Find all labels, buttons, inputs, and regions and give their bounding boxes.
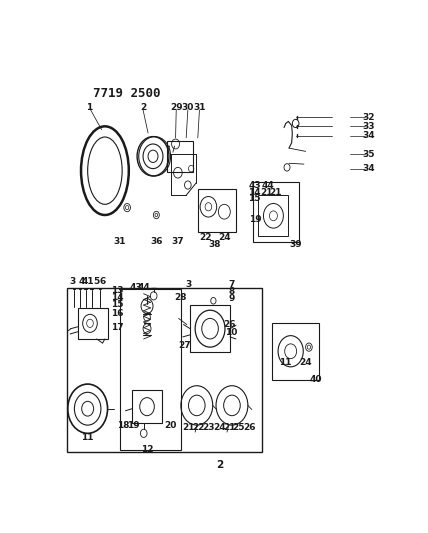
Text: 10: 10 — [225, 328, 237, 337]
Text: 17: 17 — [111, 323, 124, 332]
Text: 22: 22 — [193, 423, 205, 432]
Bar — [78, 308, 108, 339]
Text: 37: 37 — [172, 237, 184, 246]
Text: 36: 36 — [150, 237, 163, 246]
Text: 22: 22 — [199, 232, 211, 241]
Text: 7719 2500: 7719 2500 — [93, 86, 161, 100]
Text: 43: 43 — [249, 181, 262, 190]
Text: 24: 24 — [299, 358, 312, 367]
Text: 38: 38 — [208, 240, 220, 249]
Text: 15: 15 — [248, 194, 261, 203]
Text: 24: 24 — [214, 423, 226, 432]
Text: 8: 8 — [229, 287, 235, 296]
Text: 34: 34 — [363, 164, 375, 173]
Text: 18: 18 — [117, 422, 129, 431]
Text: 9: 9 — [229, 294, 235, 303]
Text: 19: 19 — [249, 215, 262, 224]
Bar — [198, 189, 236, 232]
Bar — [120, 289, 181, 450]
Bar — [253, 182, 299, 243]
Text: 25: 25 — [232, 423, 245, 432]
Text: 40: 40 — [310, 375, 322, 384]
Text: 3: 3 — [70, 277, 76, 286]
Text: 31: 31 — [193, 102, 206, 111]
Text: 31: 31 — [113, 237, 126, 246]
Text: 14: 14 — [248, 188, 261, 197]
Bar — [67, 288, 262, 452]
Text: 26: 26 — [223, 320, 235, 329]
Text: 33: 33 — [363, 122, 375, 131]
Text: 20: 20 — [164, 422, 176, 431]
Text: 16: 16 — [111, 309, 124, 318]
Text: 21: 21 — [223, 423, 235, 432]
Text: 41: 41 — [81, 277, 94, 286]
Bar — [273, 322, 319, 380]
Text: 44: 44 — [137, 283, 150, 292]
Bar — [190, 305, 230, 352]
Text: 21: 21 — [260, 188, 273, 197]
Bar — [167, 141, 193, 172]
Text: 28: 28 — [174, 293, 187, 302]
Text: 44: 44 — [261, 181, 274, 190]
Text: 12: 12 — [141, 445, 153, 454]
Bar — [132, 390, 162, 423]
Text: 32: 32 — [363, 113, 375, 122]
Text: 27: 27 — [178, 341, 191, 350]
Text: 21: 21 — [183, 423, 195, 432]
Text: 15: 15 — [111, 300, 124, 309]
Text: 30: 30 — [181, 102, 194, 111]
Text: 7: 7 — [229, 280, 235, 289]
Text: 43: 43 — [129, 283, 142, 292]
Text: 3: 3 — [186, 280, 192, 289]
Text: 14: 14 — [111, 293, 124, 302]
Text: 11: 11 — [279, 358, 291, 367]
Text: 2: 2 — [140, 102, 146, 111]
Text: 26: 26 — [243, 423, 256, 432]
Bar — [259, 195, 288, 236]
Text: 39: 39 — [289, 240, 302, 249]
Text: 5: 5 — [93, 277, 99, 286]
Text: 1: 1 — [86, 102, 92, 111]
Text: 4: 4 — [78, 277, 85, 286]
Text: 11: 11 — [81, 433, 94, 442]
Text: 23: 23 — [202, 423, 215, 432]
Text: 6: 6 — [99, 277, 106, 286]
Text: 24: 24 — [218, 232, 231, 241]
Text: 2: 2 — [216, 461, 223, 470]
Text: 29: 29 — [170, 102, 182, 111]
Text: 13: 13 — [111, 286, 124, 295]
Text: 35: 35 — [363, 150, 375, 159]
Text: 34: 34 — [363, 131, 375, 140]
Text: 21: 21 — [270, 188, 282, 197]
Text: 19: 19 — [128, 422, 140, 431]
